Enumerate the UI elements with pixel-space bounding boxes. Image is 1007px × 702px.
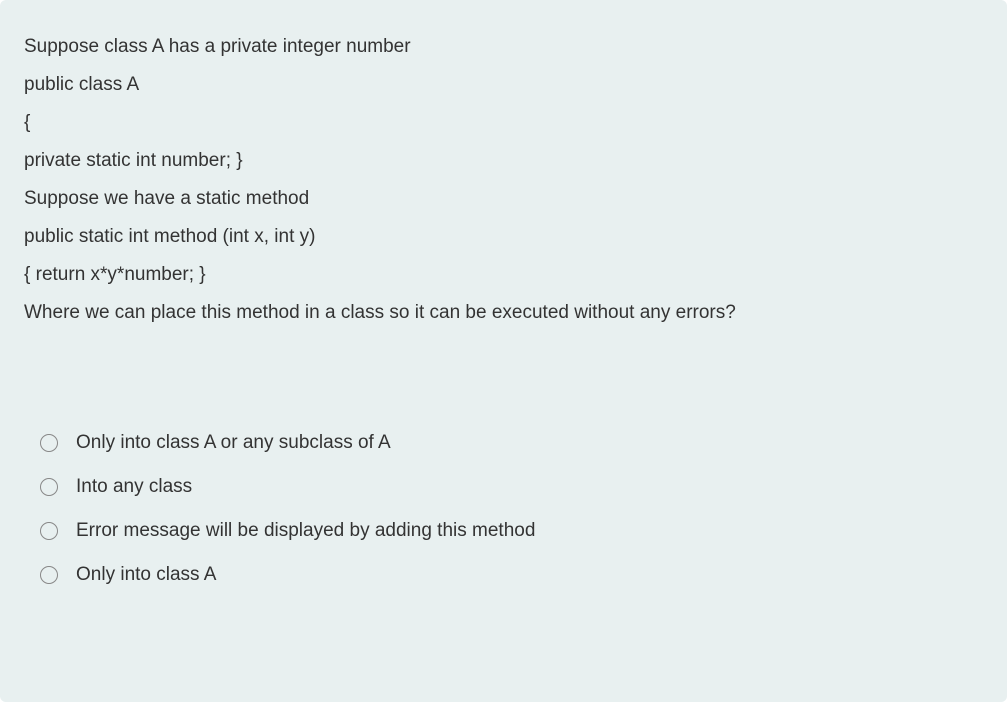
option-4[interactable]: Only into class A — [40, 564, 983, 586]
radio-icon — [40, 566, 58, 584]
option-label: Only into class A or any subclass of A — [76, 432, 391, 454]
option-1[interactable]: Only into class A or any subclass of A — [40, 432, 983, 454]
radio-icon — [40, 478, 58, 496]
question-text: Suppose class A has a private integer nu… — [24, 28, 983, 332]
option-3[interactable]: Error message will be displayed by addin… — [40, 520, 983, 542]
options-container: Only into class A or any subclass of A I… — [24, 432, 983, 586]
question-line: Suppose class A has a private integer nu… — [24, 28, 983, 66]
question-line: public static int method (int x, int y) — [24, 218, 983, 256]
question-container: Suppose class A has a private integer nu… — [0, 0, 1007, 702]
radio-icon — [40, 434, 58, 452]
option-label: Only into class A — [76, 564, 216, 586]
radio-icon — [40, 522, 58, 540]
question-line: private static int number; } — [24, 142, 983, 180]
question-line: public class A — [24, 66, 983, 104]
question-line: { return x*y*number; } — [24, 256, 983, 294]
question-line: Where we can place this method in a clas… — [24, 294, 983, 332]
question-line: Suppose we have a static method — [24, 180, 983, 218]
question-line: { — [24, 104, 983, 142]
option-2[interactable]: Into any class — [40, 476, 983, 498]
option-label: Into any class — [76, 476, 192, 498]
option-label: Error message will be displayed by addin… — [76, 520, 535, 542]
